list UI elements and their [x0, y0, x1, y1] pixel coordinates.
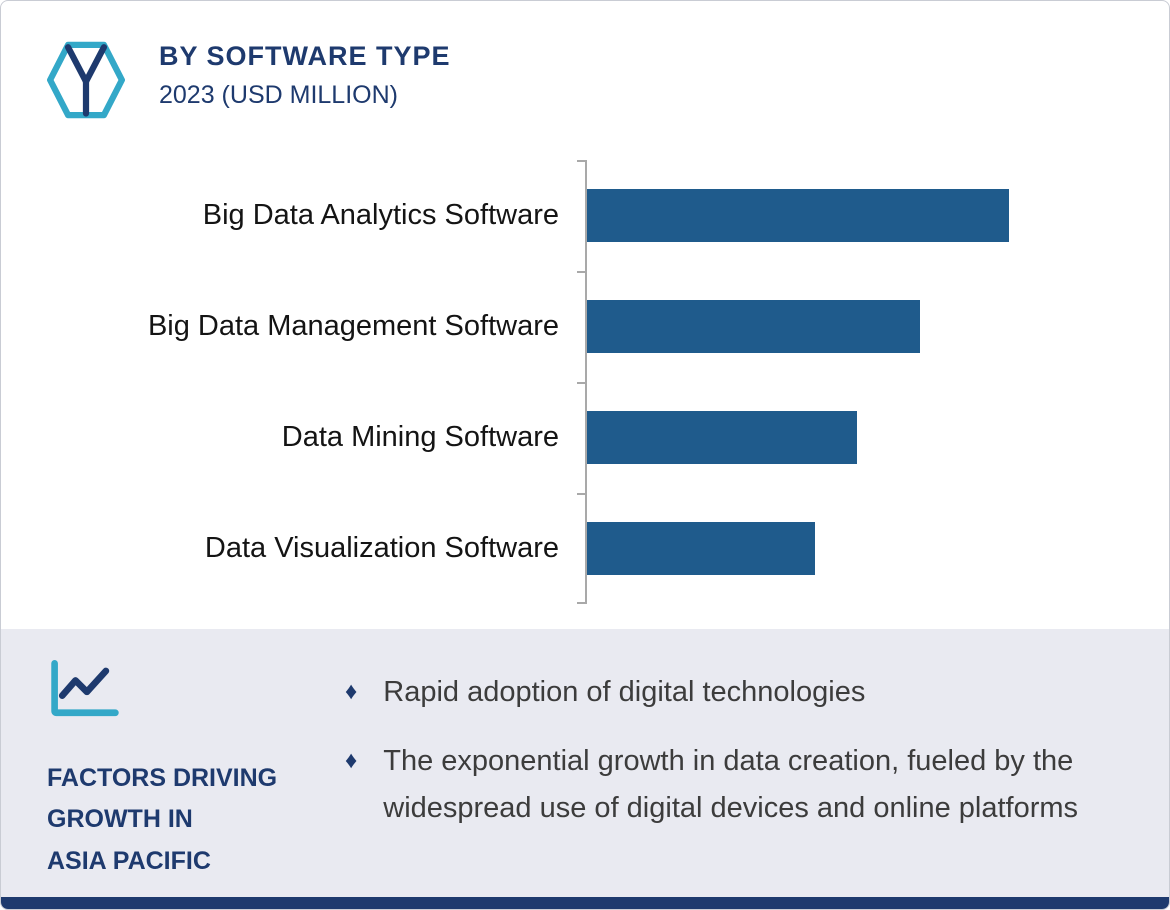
- value-axis-line: [585, 160, 587, 604]
- bar: [587, 300, 921, 353]
- bar: [587, 522, 815, 575]
- bar-chart: Big Data Analytics Software Big Data Mana…: [1, 160, 1169, 604]
- title-block: BY SOFTWARE TYPE 2023 (USD MILLION): [159, 37, 451, 110]
- bar-cell: [585, 160, 1009, 271]
- factor-item: ♦ Rapid adoption of digital technologies: [345, 669, 1123, 716]
- diamond-bullet-icon: ♦: [345, 678, 358, 705]
- axis-tick: [577, 602, 585, 604]
- factors-heading-line: ASIA PACIFIC: [47, 846, 211, 875]
- factor-item: ♦ The exponential growth in data creation…: [345, 738, 1123, 832]
- bar-cell: [585, 493, 815, 604]
- chart-row: Data Mining Software: [1, 382, 1169, 493]
- factors-heading-line: FACTORS DRIVING: [47, 764, 278, 792]
- hexagon-cube-logo-icon: [47, 37, 125, 128]
- factor-text: The exponential growth in data creation,…: [383, 744, 1079, 824]
- axis-tick: [577, 382, 585, 384]
- bar-cell: [585, 382, 858, 493]
- chart-title: BY SOFTWARE TYPE: [159, 41, 451, 71]
- category-label: Big Data Management Software: [147, 310, 559, 342]
- category-label: Big Data Analytics Software: [202, 199, 559, 231]
- bar-cell: [585, 271, 921, 382]
- category-label: Data Mining Software: [281, 421, 559, 453]
- bottom-accent-bar: [1, 897, 1169, 909]
- header: BY SOFTWARE TYPE 2023 (USD MILLION): [1, 1, 1169, 128]
- diamond-bullet-icon: ♦: [345, 746, 358, 774]
- chart-subtitle: 2023 (USD MILLION): [159, 81, 398, 109]
- axis-tick: [577, 160, 585, 162]
- bar: [587, 189, 1009, 242]
- chart-row: Big Data Management Software: [1, 271, 1169, 382]
- chart-row: Data Visualization Software: [1, 493, 1169, 604]
- axis-tick: [577, 493, 585, 495]
- factors-heading-line: GROWTH IN: [47, 805, 193, 834]
- factors-list: ♦ Rapid adoption of digital technologies ♦…: [309, 655, 1123, 887]
- factors-heading: FACTORS DRIVING GROWTH IN ASIA PACIFIC: [47, 758, 309, 882]
- factor-text: Rapid adoption of digital technologies: [383, 676, 866, 708]
- axis-tick: [577, 271, 585, 273]
- chart-row: Big Data Analytics Software: [1, 160, 1169, 271]
- factors-section: FACTORS DRIVING GROWTH IN ASIA PACIFIC ♦…: [1, 629, 1169, 897]
- bar: [587, 411, 858, 464]
- line-chart-icon: [47, 655, 309, 728]
- factors-left-column: FACTORS DRIVING GROWTH IN ASIA PACIFIC: [47, 655, 309, 887]
- category-label: Data Visualization Software: [204, 532, 559, 564]
